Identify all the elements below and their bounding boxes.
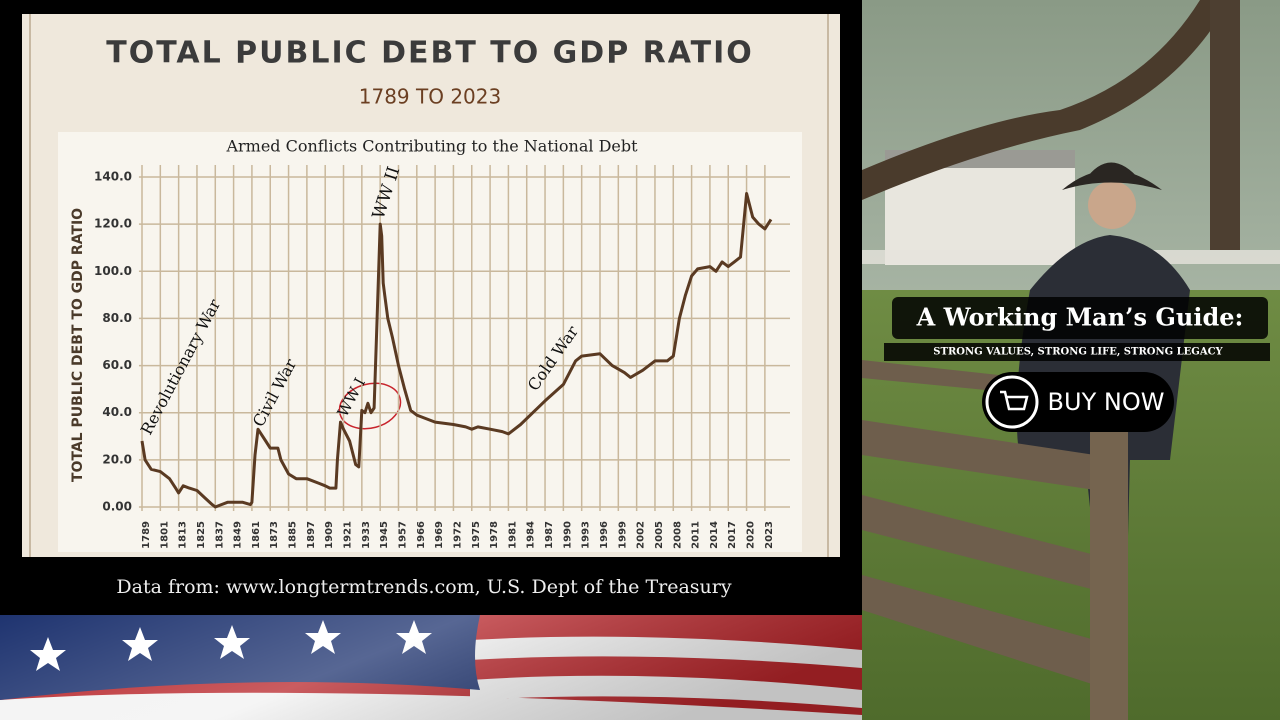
- promo-title: A Working Man’s Guide:: [916, 303, 1244, 332]
- promo-tagline: STRONG VALUES, STRONG LIFE, STRONG LEGAC…: [933, 347, 1223, 358]
- plot-panel: [58, 132, 802, 552]
- y-tick-label: 140.0: [94, 170, 132, 184]
- buy-button-label[interactable]: BUY NOW: [1048, 388, 1165, 416]
- x-tick-label: 1969: [434, 521, 445, 549]
- y-tick-label: 20.0: [102, 452, 132, 466]
- x-tick-label: 1996: [599, 521, 610, 549]
- x-tick-label: 1837: [214, 521, 225, 549]
- x-tick-label: 1813: [178, 521, 189, 549]
- x-tick-label: 1978: [489, 521, 500, 549]
- x-tick-label: 1993: [581, 521, 592, 549]
- x-tick-label: 1984: [526, 521, 537, 549]
- x-tick-label: 1933: [361, 521, 372, 549]
- flag-shade: [0, 615, 862, 720]
- flag: [0, 615, 862, 720]
- y-tick-label: 0.00: [102, 500, 132, 514]
- y-tick-label: 100.0: [94, 264, 132, 278]
- x-tick-label: 1945: [379, 521, 390, 549]
- x-tick-label: 1921: [343, 521, 354, 549]
- x-tick-label: 1957: [397, 521, 408, 549]
- x-tick-label: 1966: [416, 521, 427, 549]
- tree-branch: [862, 0, 1230, 200]
- x-tick-label: 1987: [544, 521, 555, 549]
- x-tick-label: 1861: [251, 521, 262, 549]
- x-tick-label: 2017: [727, 521, 738, 549]
- x-tick-label: 1897: [306, 521, 317, 549]
- x-tick-label: 2005: [654, 521, 665, 549]
- cart-icon: [1000, 390, 1029, 411]
- subtitle: 1789 TO 2023: [359, 85, 501, 109]
- wood-fence: [862, 360, 1095, 685]
- house: [885, 165, 1075, 265]
- x-tick-label: 1990: [562, 521, 573, 549]
- chart-title: Armed Conflicts Contributing to the Nati…: [225, 137, 638, 156]
- y-tick-label: 80.0: [102, 311, 132, 325]
- promo-title-bg: [892, 297, 1268, 339]
- y-tick-label: 120.0: [94, 217, 132, 231]
- x-tick-label: 2008: [672, 521, 683, 549]
- x-tick-label: 1972: [452, 521, 463, 549]
- x-tick-label: 1825: [196, 521, 207, 549]
- y-tick-label: 60.0: [102, 358, 132, 372]
- x-tick-label: 2023: [764, 521, 775, 549]
- x-tick-label: 1885: [288, 521, 299, 549]
- x-tick-label: 1801: [159, 521, 170, 549]
- x-tick-label: 2020: [746, 521, 757, 549]
- title: TOTAL PUBLIC DEBT TO GDP RATIO: [106, 36, 754, 71]
- person-hat: [1062, 162, 1162, 190]
- x-tick-label: 1981: [507, 521, 518, 549]
- fence-post: [1090, 430, 1128, 720]
- y-tick-label: 40.0: [102, 405, 132, 419]
- x-tick-label: 1975: [471, 521, 482, 549]
- x-tick-label: 1789: [141, 521, 152, 549]
- x-tick-label: 2002: [636, 521, 647, 549]
- y-axis-label: TOTAL PUBLIC DEBT TO GDP RATIO: [70, 208, 86, 482]
- highlight-circle: [338, 382, 402, 430]
- x-tick-label: 1849: [233, 521, 244, 549]
- source: Data from: www.longtermtrends.com, U.S. …: [116, 576, 731, 598]
- tree-trunk: [1210, 0, 1240, 250]
- buy-button[interactable]: BUY NOW: [982, 372, 1174, 432]
- series-line: [140, 192, 773, 509]
- x-tick-label: 1909: [324, 521, 335, 549]
- cart-ring: [985, 375, 1039, 429]
- x-tick-label: 2011: [691, 521, 702, 549]
- promo-tagline-bg: [884, 343, 1270, 361]
- x-tick-label: 1873: [269, 521, 280, 549]
- x-tick-label: 1999: [617, 521, 628, 549]
- person-face: [1088, 181, 1136, 229]
- x-tick-label: 2014: [709, 521, 720, 549]
- buy-button-bg[interactable]: [982, 372, 1174, 432]
